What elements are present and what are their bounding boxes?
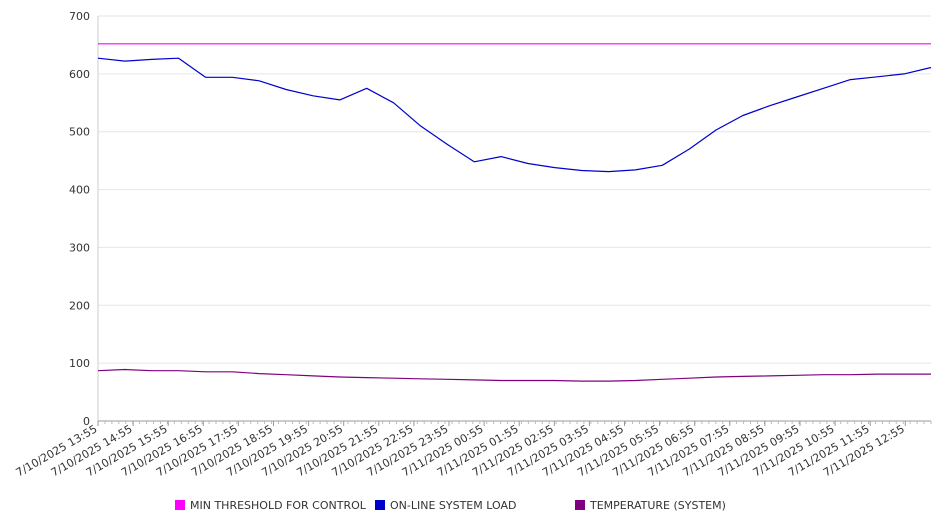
legend-label: ON-LINE SYSTEM LOAD bbox=[390, 499, 516, 512]
legend-item[interactable]: TEMPERATURE (SYSTEM) bbox=[575, 499, 726, 512]
y-tick-label: 700 bbox=[69, 10, 90, 23]
legend-item[interactable]: ON-LINE SYSTEM LOAD bbox=[375, 499, 516, 512]
y-tick-label: 100 bbox=[69, 357, 90, 370]
series-layer bbox=[97, 43, 932, 382]
series-line-2 bbox=[97, 368, 931, 382]
y-tick-label: 600 bbox=[69, 68, 90, 81]
y-tick-label: 300 bbox=[69, 241, 90, 254]
legend: MIN THRESHOLD FOR CONTROL ON-LINE SYSTEM … bbox=[175, 499, 726, 512]
y-tick-label: 0 bbox=[83, 415, 90, 428]
y-axis: 0 100 200 300 400 500 600 700 bbox=[69, 10, 99, 428]
y-tick-label: 200 bbox=[69, 299, 90, 312]
legend-swatch bbox=[375, 500, 385, 510]
legend-label: MIN THRESHOLD FOR CONTROL bbox=[190, 499, 367, 512]
series-line-1 bbox=[97, 57, 932, 173]
legend-label: TEMPERATURE (SYSTEM) bbox=[589, 499, 726, 512]
grid-lines bbox=[98, 15, 931, 422]
y-tick-label: 500 bbox=[69, 126, 90, 139]
legend-swatch bbox=[175, 500, 185, 510]
y-tick-label: 400 bbox=[69, 184, 90, 197]
x-axis: 7/10/2025 13:557/10/2025 14:557/10/2025 … bbox=[14, 420, 932, 479]
legend-item[interactable]: MIN THRESHOLD FOR CONTROL bbox=[175, 499, 367, 512]
legend-swatch bbox=[575, 500, 585, 510]
